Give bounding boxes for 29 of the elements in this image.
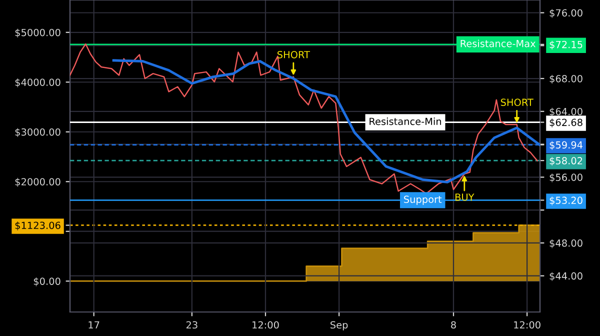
- y-tick-label: $72.15: [550, 40, 582, 50]
- x-tick-label: 8: [451, 321, 456, 329]
- y2-tick-label: $0.00: [34, 277, 60, 286]
- y-tick-label: $76.00: [550, 9, 582, 18]
- y-tick-label: $53.20: [550, 196, 582, 206]
- annotation: SHORT: [500, 98, 534, 106]
- y2-tick-label: $4000.00: [15, 78, 60, 88]
- y-tick-label: $64.00: [550, 108, 582, 117]
- x-tick-label: 12:00: [252, 321, 279, 329]
- ref-line-label: Resistance-Max: [460, 40, 536, 48]
- y2-tick-label: $3000.00: [15, 128, 60, 137]
- ref-line-label: Support: [404, 196, 442, 205]
- annotation: BUY: [455, 194, 474, 201]
- x-tick-label: 17: [88, 321, 100, 328]
- y-tick-label: $59.94: [550, 141, 582, 150]
- y-tick-label: $56.00: [550, 173, 582, 182]
- y2-tick-label: $1123.06: [15, 222, 60, 230]
- y-tick-label: $62.68: [550, 118, 582, 128]
- y-tick-label: $68.00: [550, 74, 582, 84]
- x-tick-label: Sep: [330, 321, 348, 330]
- y2-tick-label: $5000.00: [15, 28, 60, 38]
- x-tick-label: 12:00: [514, 321, 540, 329]
- annotation: SHORT: [278, 50, 310, 58]
- y-tick-label: $58.02: [550, 156, 582, 166]
- y-tick-label: $44.00: [550, 272, 582, 281]
- ref-line-label: Resistance-Min: [370, 118, 442, 126]
- y-tick-label: $48.00: [550, 239, 582, 248]
- y2-tick-label: $2000.00: [15, 178, 60, 187]
- x-tick-label: 23: [186, 321, 198, 329]
